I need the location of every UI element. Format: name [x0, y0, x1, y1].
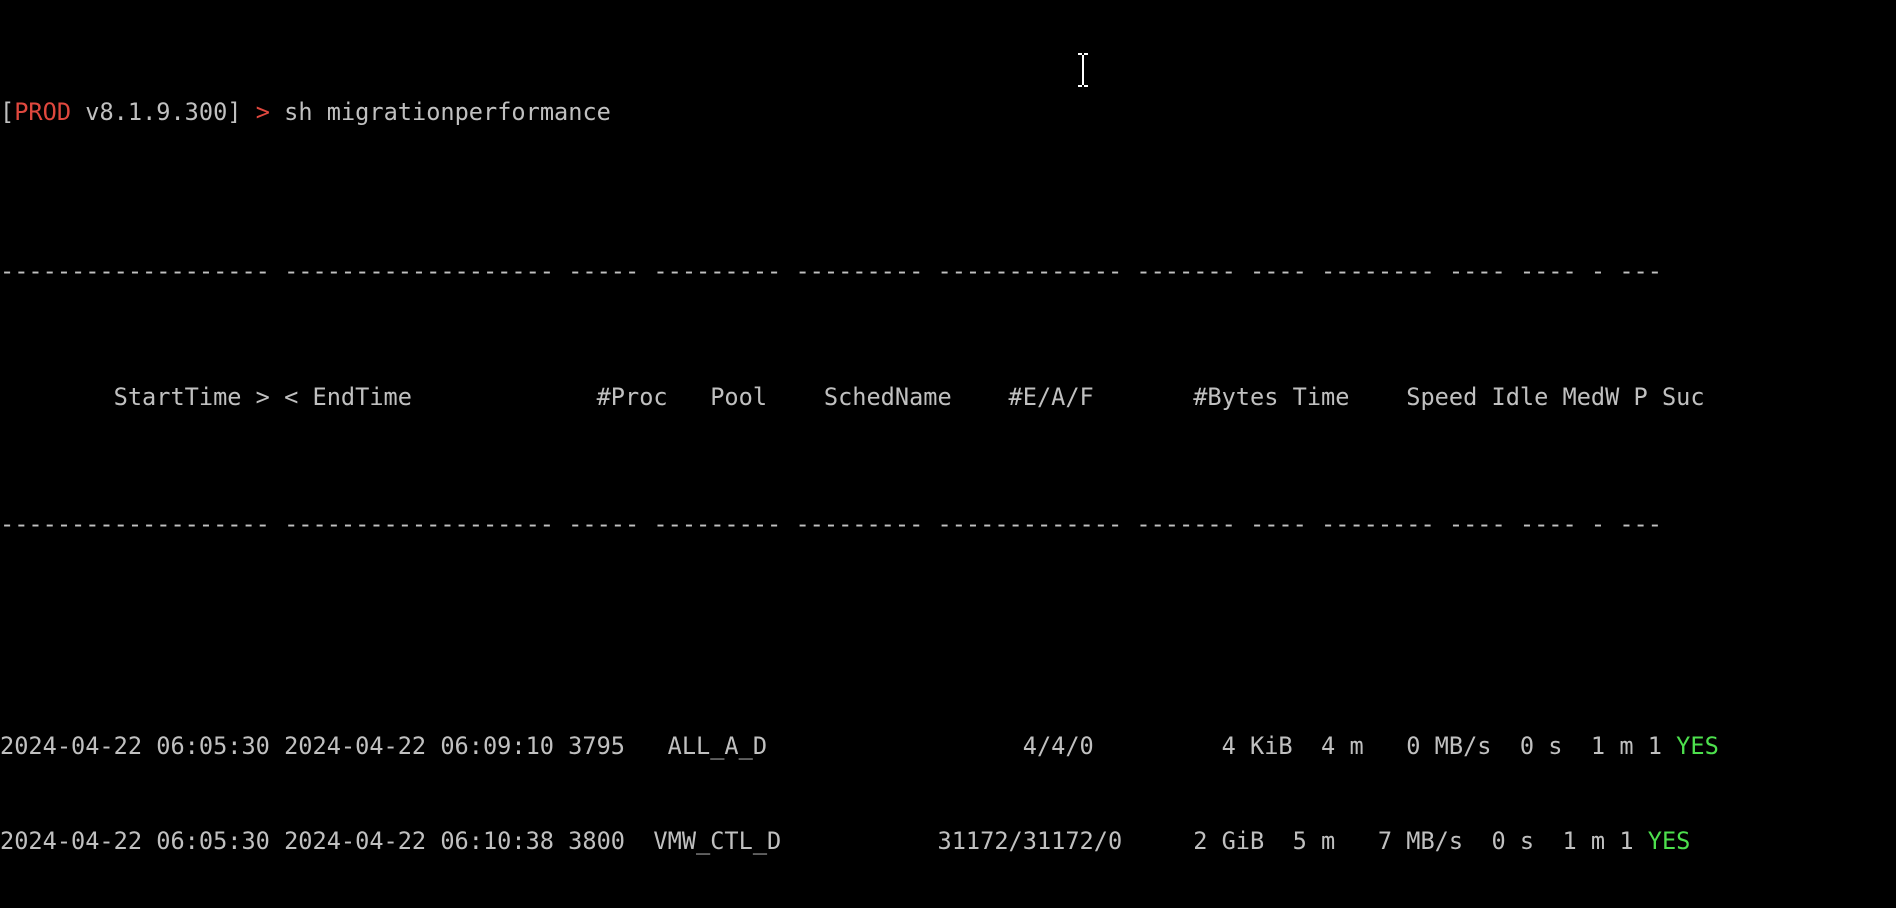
success-value: YES: [1647, 827, 1691, 856]
p-value: 1: [1605, 827, 1648, 856]
ibeam-cursor-icon: [1078, 53, 1088, 87]
command-text: sh migrationperformance: [269, 98, 611, 127]
table-body: 2024-04-22 06:05:30 2024-04-22 06:09:10 …: [0, 668, 1896, 908]
table-separator: ------------------- ------------------- …: [0, 510, 1662, 539]
p-value: 1: [1633, 732, 1677, 761]
command-line: [PROD v8.1.9.300] > sh migrationperforma…: [0, 97, 1896, 129]
success-value: YES: [1676, 732, 1719, 761]
prompt-version: v8.1.9.300]: [71, 98, 242, 127]
table-row: 2024-04-22 06:05:30 2024-04-22 06:09:10 …: [0, 731, 1896, 763]
medw-value: 1 m: [1576, 732, 1634, 761]
table-header: StartTime > < EndTime #Proc Pool SchedNa…: [0, 383, 1705, 412]
row-values: 2024-04-22 06:05:30 2024-04-22 06:10:38 …: [0, 827, 1549, 856]
row-values: 2024-04-22 06:05:30 2024-04-22 06:09:10 …: [0, 732, 1577, 761]
prompt-arrow: >: [241, 98, 270, 127]
terminal-window[interactable]: [PROD v8.1.9.300] > sh migrationperforma…: [0, 0, 1896, 855]
prompt-bracket: [: [0, 98, 15, 127]
medw-value: 1 m: [1548, 827, 1606, 856]
prompt-env: PROD: [14, 98, 72, 127]
table-row: 2024-04-22 06:05:30 2024-04-22 06:10:38 …: [0, 826, 1896, 858]
table-separator-top: ------------------- ------------------- …: [0, 256, 1662, 285]
